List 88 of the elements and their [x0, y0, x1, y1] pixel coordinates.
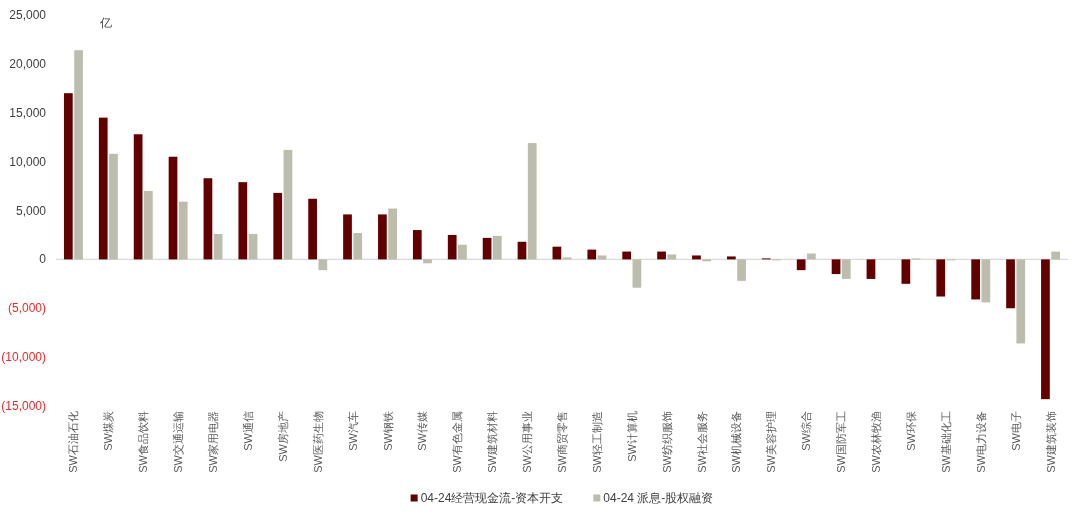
- x-tick-label: SW电力设备: [974, 411, 987, 473]
- bar: [971, 259, 981, 300]
- bar: [133, 134, 143, 260]
- bar: [353, 232, 363, 260]
- y-tick-label: (10,000): [1, 350, 46, 365]
- bar: [458, 244, 467, 260]
- x-tick-label: SW传媒: [416, 411, 429, 451]
- bar: [109, 153, 118, 260]
- bar: [1016, 259, 1026, 344]
- x-tick-label: SW汽车: [346, 411, 359, 451]
- x-tick-label: SW建筑装饰: [1044, 411, 1057, 473]
- x-tick-label: SW纺织服饰: [660, 411, 673, 473]
- bar: [667, 254, 677, 260]
- y-tick-label: 25,000: [9, 8, 47, 22]
- bar: [597, 255, 607, 260]
- bar: [308, 198, 317, 260]
- bar: [143, 190, 153, 260]
- y-tick-label: 15,000: [9, 105, 47, 120]
- y-tick-label: 0: [39, 252, 47, 267]
- x-tick-label: SW有色金属: [451, 411, 464, 473]
- bar: [727, 256, 736, 260]
- x-tick-label: SW综合: [800, 411, 813, 451]
- y-tick-label: 10,000: [9, 154, 47, 169]
- x-tick-label: SW机械设备: [730, 411, 743, 473]
- bar: [831, 259, 841, 275]
- bar: [343, 214, 352, 260]
- bar: [622, 251, 632, 260]
- bar: [63, 93, 73, 260]
- x-tick-label: SW电子: [1009, 411, 1022, 451]
- bar: [866, 259, 876, 279]
- bar: [168, 156, 178, 260]
- x-tick-label: SW商贸零售: [556, 411, 568, 473]
- x-tick-label: SW食品饮料: [137, 411, 150, 473]
- x-tick-label: SW石油石化: [67, 411, 80, 473]
- bar: [587, 249, 597, 260]
- bar: [248, 233, 258, 260]
- y-tick-label: 20,000: [9, 56, 47, 71]
- x-tick-label: SW钢铁: [381, 411, 394, 451]
- bar: [283, 149, 293, 260]
- x-tick-label: SW医药生物: [311, 411, 324, 473]
- x-tick-label: SW公用事业: [521, 411, 534, 473]
- x-tick-label: SW煤炭: [102, 411, 115, 451]
- bar: [632, 259, 642, 288]
- bar: [388, 208, 397, 260]
- bar: [203, 178, 213, 260]
- bar: [273, 192, 283, 260]
- x-tick-label: SW家用电器: [207, 411, 220, 473]
- bar: [178, 201, 188, 260]
- x-tick-label: SW农林牧渔: [870, 411, 883, 473]
- y-tick-label: (5,000): [7, 301, 46, 316]
- y-tick-label: (15,000): [1, 399, 46, 413]
- bar: [527, 143, 537, 260]
- bar: [98, 117, 108, 260]
- x-tick-label: SW通信: [241, 411, 254, 451]
- bar: [692, 255, 701, 260]
- legend-label: 04-24经营现金流-资本开支: [420, 491, 564, 505]
- x-tick-label: SW房地产: [276, 411, 289, 462]
- bar: [841, 259, 851, 279]
- y-tick-label: 5,000: [15, 203, 47, 218]
- bar: [1006, 259, 1015, 309]
- legend-label: 04-24 派息-股权融资: [603, 491, 714, 505]
- x-tick-label: SW环保: [904, 411, 917, 451]
- bar: [412, 230, 422, 260]
- bar: [318, 259, 328, 271]
- x-tick-label: SW美容护理: [765, 411, 778, 473]
- x-tick-label: SW国防军工: [835, 411, 848, 473]
- bar: [796, 259, 806, 271]
- bar: [378, 214, 387, 260]
- bar: [447, 234, 457, 260]
- bar: [238, 182, 248, 260]
- x-tick-label: SW基础化工: [939, 411, 952, 473]
- bar: [1051, 251, 1061, 260]
- bar: [657, 251, 666, 260]
- bar: [1041, 259, 1050, 400]
- bar: [74, 50, 83, 260]
- x-tick-label: SW社会服务: [695, 411, 708, 473]
- x-tick-label: SW建筑材料: [486, 411, 499, 473]
- bar: [936, 259, 946, 297]
- bar: [423, 259, 432, 264]
- x-tick-label: SW计算机: [625, 411, 638, 462]
- bar: [981, 259, 991, 303]
- bar: [492, 235, 502, 260]
- x-tick-label: SW轻工制造: [590, 411, 603, 473]
- y-axis-title: 亿: [99, 16, 112, 30]
- bar: [901, 259, 911, 284]
- bar: [737, 259, 746, 281]
- x-tick-label: SW交通运输: [172, 411, 185, 473]
- bar: [213, 233, 223, 260]
